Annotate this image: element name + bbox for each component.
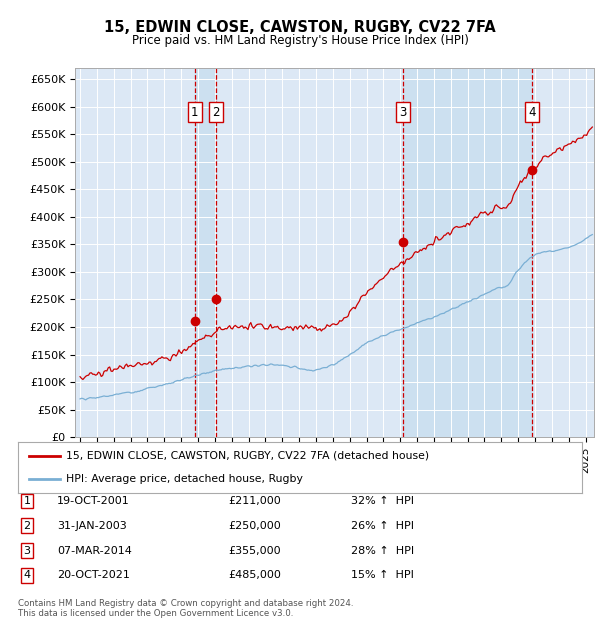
Text: 4: 4	[23, 570, 31, 580]
Text: 4: 4	[528, 106, 535, 119]
Text: £485,000: £485,000	[228, 570, 281, 580]
Text: 32% ↑  HPI: 32% ↑ HPI	[351, 496, 414, 506]
Text: 1: 1	[191, 106, 199, 119]
Text: 3: 3	[23, 546, 31, 556]
Text: 2: 2	[212, 106, 220, 119]
Text: 26% ↑  HPI: 26% ↑ HPI	[351, 521, 414, 531]
Text: 07-MAR-2014: 07-MAR-2014	[57, 546, 132, 556]
Text: 28% ↑  HPI: 28% ↑ HPI	[351, 546, 414, 556]
Text: 1: 1	[23, 496, 31, 506]
Text: £211,000: £211,000	[228, 496, 281, 506]
Text: 15, EDWIN CLOSE, CAWSTON, RUGBY, CV22 7FA: 15, EDWIN CLOSE, CAWSTON, RUGBY, CV22 7F…	[104, 20, 496, 35]
Bar	[403, 68, 532, 437]
Text: HPI: Average price, detached house, Rugby: HPI: Average price, detached house, Rugb…	[66, 474, 303, 484]
Text: 19-OCT-2001: 19-OCT-2001	[57, 496, 130, 506]
Text: 20-OCT-2021: 20-OCT-2021	[57, 570, 130, 580]
Text: 15, EDWIN CLOSE, CAWSTON, RUGBY, CV22 7FA (detached house): 15, EDWIN CLOSE, CAWSTON, RUGBY, CV22 7F…	[66, 451, 429, 461]
Text: £250,000: £250,000	[228, 521, 281, 531]
Text: 2: 2	[23, 521, 31, 531]
Text: 31-JAN-2003: 31-JAN-2003	[57, 521, 127, 531]
Text: 3: 3	[400, 106, 407, 119]
Text: Contains HM Land Registry data © Crown copyright and database right 2024.
This d: Contains HM Land Registry data © Crown c…	[18, 599, 353, 618]
Text: £355,000: £355,000	[228, 546, 281, 556]
Bar	[194, 68, 216, 437]
Text: 15% ↑  HPI: 15% ↑ HPI	[351, 570, 414, 580]
Text: Price paid vs. HM Land Registry's House Price Index (HPI): Price paid vs. HM Land Registry's House …	[131, 34, 469, 47]
